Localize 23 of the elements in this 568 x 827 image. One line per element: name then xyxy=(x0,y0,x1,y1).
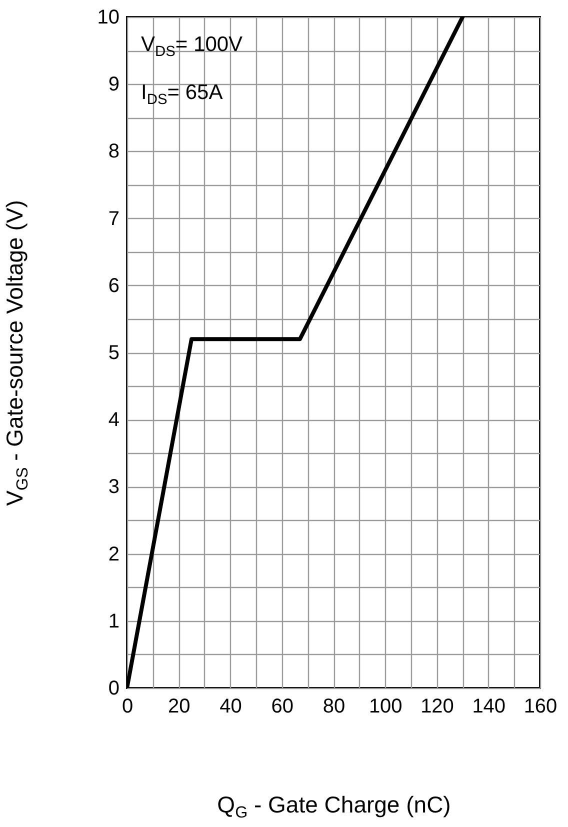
annotation: V$_{DS}$= 100V xyxy=(141,33,243,60)
x-tick-label: 160 xyxy=(524,696,558,718)
x-tick-label: 20 xyxy=(168,696,190,718)
y-tick-label: 10 xyxy=(97,6,120,28)
y-tick-label: 4 xyxy=(108,409,120,432)
y-tick-label: 2 xyxy=(108,543,120,566)
y-tick-label: 9 xyxy=(108,74,120,96)
x-tick-label: 80 xyxy=(322,696,346,718)
y-tick-label: 3 xyxy=(108,476,120,498)
y-tick-label: 5 xyxy=(108,342,120,364)
x-tick-label: 0 xyxy=(122,696,134,718)
x-tick-label: 60 xyxy=(271,696,294,718)
annotation: I$_{DS}$= 65A xyxy=(141,81,223,108)
y-tick-label: 1 xyxy=(108,610,120,632)
x-tick-label: 120 xyxy=(420,696,454,718)
x-tick-label: 40 xyxy=(220,696,242,718)
x-axis-title: Q$_{G}$ - Gate Charge (nC) xyxy=(217,792,451,822)
y-tick-label: 8 xyxy=(108,140,120,163)
y-tick-label: 7 xyxy=(108,208,120,230)
y-tick-label: 0 xyxy=(108,678,120,700)
x-tick-label: 100 xyxy=(368,696,402,718)
y-tick-label: 6 xyxy=(108,274,120,297)
x-tick-label: 140 xyxy=(472,696,506,718)
